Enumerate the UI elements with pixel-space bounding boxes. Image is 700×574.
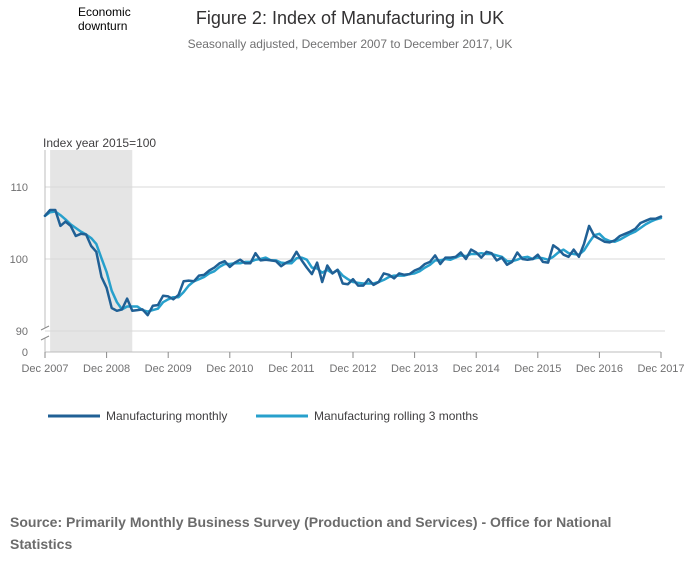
gridlines xyxy=(45,186,665,332)
y-tick-label-100: 100 xyxy=(10,254,28,266)
recession-shading xyxy=(50,150,133,352)
chart-title: Figure 2: Index of Manufacturing in UK xyxy=(196,8,504,28)
x-tick-label-6: Dec 2013 xyxy=(391,363,438,375)
x-tick-label-5: Dec 2012 xyxy=(329,363,376,375)
line-manufacturing-monthly xyxy=(43,208,663,317)
y-tick-label-110: 110 xyxy=(10,182,28,194)
line-manufacturing-rolling-3-months xyxy=(43,210,663,313)
axis-break-mark-bottom xyxy=(40,335,50,341)
recession-annotation-line1: Economic xyxy=(78,5,131,19)
x-tick-label-8: Dec 2015 xyxy=(514,363,561,375)
y-axis-ticks: 90 100 110 0 xyxy=(10,150,50,359)
legend: Manufacturing monthly Manufacturing roll… xyxy=(48,409,478,423)
chart-subtitle: Seasonally adjusted, December 2007 to De… xyxy=(188,37,513,51)
legend-label-monthly: Manufacturing monthly xyxy=(106,409,227,423)
x-tick-label-0: Dec 2007 xyxy=(21,363,68,375)
y-axis-label: Index year 2015=100 xyxy=(43,136,156,150)
axis-break-mark-top xyxy=(40,325,50,331)
x-tick-label-7: Dec 2014 xyxy=(453,363,500,375)
y-tick-label-90: 90 xyxy=(16,326,28,338)
x-axis: Dec 2007 Dec 2008 Dec 2009 Dec 2010 Dec 2011… xyxy=(21,351,685,375)
x-tick-label-2: Dec 2009 xyxy=(145,363,192,375)
recession-annotation-line2: downturn xyxy=(78,19,127,33)
x-tick-label-3: Dec 2010 xyxy=(206,363,253,375)
x-tick-label-9: Dec 2016 xyxy=(576,363,623,375)
source-note: Source: Primarily Monthly Business Surve… xyxy=(10,514,612,552)
series-lines xyxy=(43,208,663,317)
y-tick-label-zero: 0 xyxy=(22,347,28,359)
legend-label-rolling: Manufacturing rolling 3 months xyxy=(314,409,478,423)
x-tick-label-1: Dec 2008 xyxy=(83,363,130,375)
x-tick-label-4: Dec 2011 xyxy=(268,363,314,375)
x-tick-label-10: Dec 2017 xyxy=(637,363,684,375)
